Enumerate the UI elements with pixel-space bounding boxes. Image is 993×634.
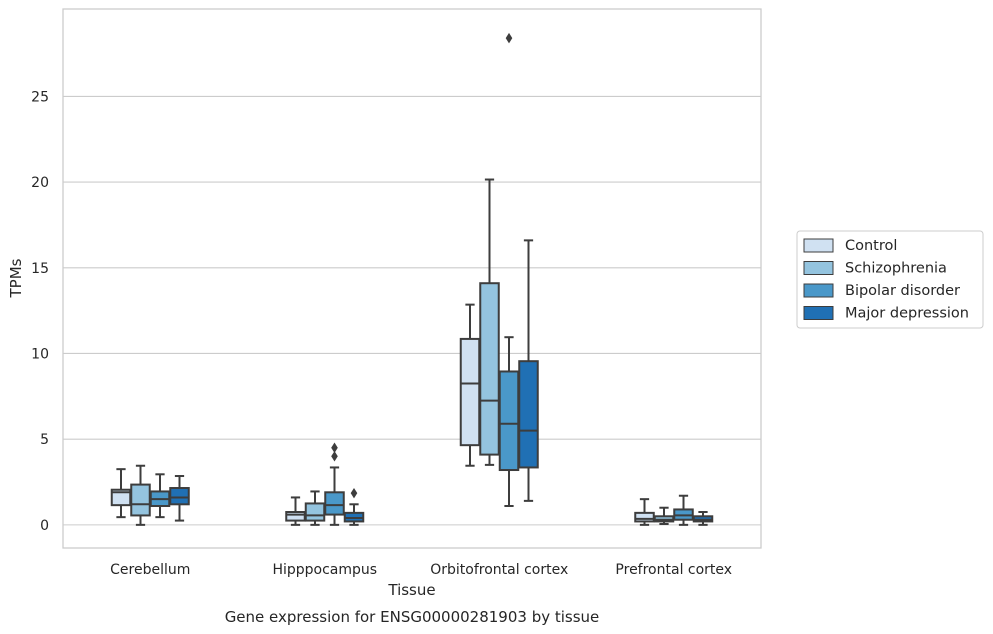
box-3-0 [634,498,655,526]
box-3-2 [673,494,694,526]
box-1-3 [343,487,365,526]
box-iqr [459,337,481,447]
box-0-1 [130,464,151,526]
outlier-point [505,32,513,44]
y-tick-label: 10 [31,346,49,362]
y-tick-label: 5 [40,432,49,448]
legend-swatch [803,238,834,253]
legend-swatch [803,261,834,275]
box-iqr [634,511,655,523]
y-tick-label: 20 [31,175,49,191]
legend: Control Schizophrenia Bipolar disorder Majo… [796,230,984,329]
box-2-2 [498,32,520,508]
y-tick-label: 25 [31,89,49,105]
x-tick-labels: Cerebellum Hipppocampus Orbitofrontal cort… [110,562,732,578]
x-tick-label: Cerebellum [110,562,190,578]
legend-frame [796,230,984,329]
legend-label: Bipolar disorder [845,283,960,299]
outlier-point [331,442,338,453]
box-iqr [479,282,500,456]
box-3-1 [653,506,675,526]
box-series-layer [110,32,714,526]
box-iqr [285,511,306,522]
box-1-2 [324,442,345,526]
chart-caption: Gene expression for ENSG00000281903 by t… [225,608,600,626]
y-tick-labels: 0 5 10 15 20 25 [31,89,49,533]
box-0-0 [110,468,132,519]
outlier-point [331,451,338,462]
box-2-0 [459,303,481,467]
outlier-point [350,487,358,499]
box-2-1 [479,178,500,466]
box-2-3 [518,239,539,502]
box-1-0 [285,496,306,526]
legend-label: Control [845,238,897,254]
box-iqr [518,360,539,469]
x-tick-label: Orbitofrontal cortex [430,562,568,578]
box-iqr [304,502,326,522]
box-iqr [130,483,151,517]
legend-label: Major depression [845,306,969,322]
x-tick-label: Prefrontal cortex [615,562,732,578]
x-tick-label: Hipppocampus [272,562,377,578]
box-iqr [324,491,345,516]
box-iqr [498,370,520,472]
y-tick-label: 15 [31,261,49,277]
grid-lines [63,95,761,526]
box-iqr [169,487,190,506]
y-tick-label: 0 [40,518,49,534]
box-3-3 [692,511,714,526]
box-0-2 [149,473,171,519]
x-axis-label: Tissue [387,581,435,599]
legend-swatch [803,283,834,298]
plot-frame [62,8,762,549]
y-axis-label: TPMs [7,258,25,298]
box-1-1 [304,490,326,526]
box-0-3 [169,475,190,522]
legend-swatch [803,306,834,320]
legend-label: Schizophrenia [845,261,947,277]
